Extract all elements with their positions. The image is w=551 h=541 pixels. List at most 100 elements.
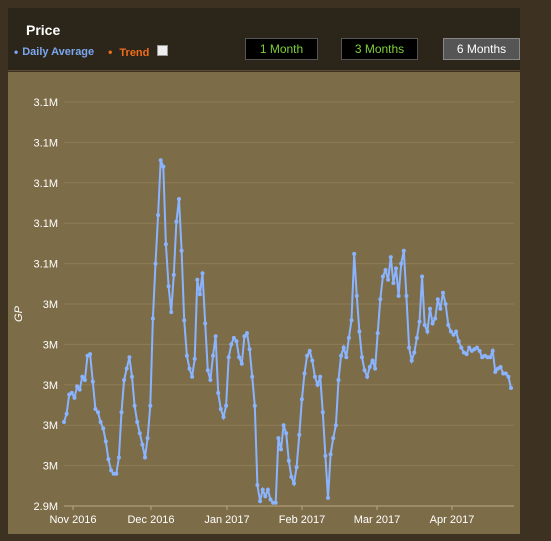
data-point[interactable] [349, 318, 354, 323]
data-point[interactable] [498, 365, 503, 369]
data-point[interactable] [360, 355, 364, 360]
data-point[interactable] [166, 284, 171, 289]
data-point[interactable] [401, 248, 406, 253]
data-point[interactable] [88, 352, 93, 357]
data-point[interactable] [297, 432, 302, 437]
data-point[interactable] [435, 297, 440, 302]
data-point[interactable] [341, 345, 346, 350]
data-point[interactable] [305, 353, 310, 358]
data-point[interactable] [378, 297, 383, 302]
data-point[interactable] [490, 348, 495, 353]
data-point[interactable] [331, 436, 336, 441]
data-point[interactable] [339, 353, 344, 358]
data-point[interactable] [90, 379, 95, 384]
data-point[interactable] [135, 420, 140, 424]
data-point[interactable] [137, 431, 142, 436]
data-point[interactable] [208, 378, 213, 382]
data-point[interactable] [493, 369, 498, 374]
data-point[interactable] [239, 361, 244, 366]
data-point[interactable] [260, 487, 265, 492]
data-point[interactable] [116, 455, 121, 460]
data-point[interactable] [226, 355, 231, 360]
data-point[interactable] [456, 339, 461, 344]
data-point[interactable] [323, 453, 328, 458]
data-point[interactable] [391, 281, 396, 285]
data-point[interactable] [399, 261, 404, 266]
data-point[interactable] [475, 345, 479, 350]
data-point[interactable] [292, 481, 296, 486]
data-point[interactable] [459, 345, 464, 350]
data-point[interactable] [250, 374, 255, 379]
data-point[interactable] [182, 318, 187, 323]
data-point[interactable] [190, 374, 195, 379]
data-point[interactable] [443, 302, 448, 306]
data-point[interactable] [132, 403, 137, 408]
data-point[interactable] [93, 407, 98, 411]
data-point[interactable] [96, 410, 100, 415]
data-point[interactable] [488, 355, 493, 360]
data-point[interactable] [446, 323, 451, 327]
data-point[interactable] [276, 436, 281, 441]
data-point[interactable] [441, 290, 445, 295]
data-point[interactable] [64, 411, 69, 416]
data-point[interactable] [75, 384, 80, 389]
data-point[interactable] [130, 374, 134, 379]
data-point[interactable] [328, 452, 333, 457]
data-point[interactable] [109, 468, 114, 473]
data-point[interactable] [509, 386, 513, 390]
data-point[interactable] [414, 335, 419, 340]
data-point[interactable] [265, 487, 270, 492]
data-point[interactable] [273, 500, 278, 505]
data-point[interactable] [161, 164, 166, 169]
data-point[interactable] [279, 447, 283, 452]
data-point[interactable] [299, 397, 304, 402]
data-point[interactable] [103, 439, 108, 444]
data-point[interactable] [386, 277, 391, 282]
data-point[interactable] [404, 293, 409, 298]
data-point[interactable] [258, 499, 263, 504]
data-point[interactable] [163, 242, 168, 247]
data-point[interactable] [407, 345, 412, 350]
data-point[interactable] [365, 374, 370, 379]
data-point[interactable] [454, 329, 459, 334]
data-point[interactable] [148, 403, 153, 408]
data-point[interactable] [216, 390, 221, 395]
data-point[interactable] [171, 272, 176, 277]
data-point[interactable] [234, 339, 239, 344]
data-point[interactable] [140, 442, 145, 447]
data-point[interactable] [289, 474, 294, 479]
data-point[interactable] [211, 353, 215, 358]
data-point[interactable] [143, 455, 147, 460]
data-point[interactable] [127, 355, 132, 360]
data-point[interactable] [218, 407, 223, 411]
data-point[interactable] [145, 436, 150, 441]
data-point[interactable] [195, 277, 200, 282]
data-point[interactable] [346, 335, 351, 340]
data-point[interactable] [420, 274, 425, 279]
data-point[interactable] [200, 271, 205, 276]
data-point[interactable] [184, 353, 189, 358]
data-point[interactable] [451, 332, 456, 337]
data-point[interactable] [438, 306, 443, 311]
data-point[interactable] [197, 292, 202, 297]
data-point[interactable] [205, 368, 210, 373]
data-point[interactable] [187, 366, 192, 371]
data-point[interactable] [174, 219, 179, 224]
data-point[interactable] [383, 268, 388, 273]
data-point[interactable] [119, 410, 124, 415]
data-point[interactable] [425, 329, 430, 334]
data-point[interactable] [367, 365, 372, 369]
data-point[interactable] [375, 331, 380, 336]
data-point[interactable] [150, 316, 155, 321]
data-point[interactable] [158, 158, 163, 163]
data-point[interactable] [169, 310, 174, 315]
data-point[interactable] [284, 431, 289, 436]
data-point[interactable] [221, 415, 226, 420]
data-point[interactable] [336, 378, 341, 382]
data-point[interactable] [106, 457, 111, 462]
data-point[interactable] [506, 374, 511, 379]
data-point[interactable] [77, 387, 82, 392]
data-point[interactable] [464, 352, 469, 357]
data-point[interactable] [380, 274, 385, 279]
data-point[interactable] [430, 321, 435, 326]
